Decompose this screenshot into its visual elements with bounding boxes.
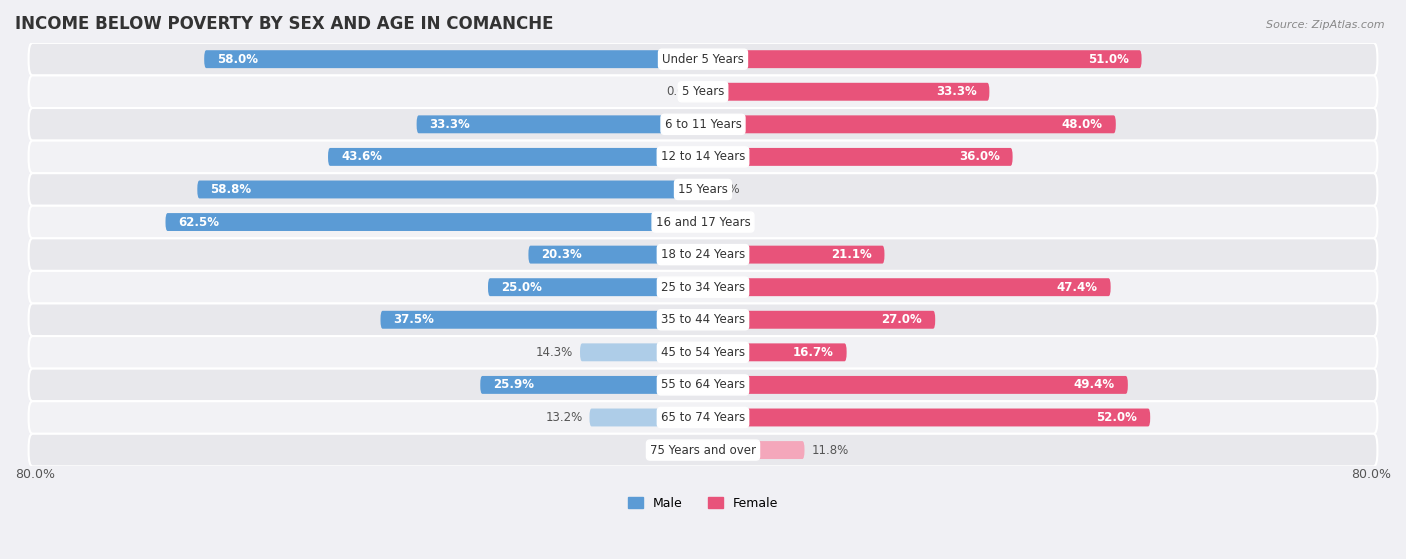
Text: 33.3%: 33.3%: [936, 86, 977, 98]
FancyBboxPatch shape: [488, 278, 703, 296]
FancyBboxPatch shape: [28, 368, 1378, 401]
Text: 58.8%: 58.8%: [211, 183, 252, 196]
Text: 0.0%: 0.0%: [666, 86, 696, 98]
Text: 80.0%: 80.0%: [15, 468, 55, 481]
FancyBboxPatch shape: [28, 43, 1378, 75]
Text: 0.0%: 0.0%: [710, 183, 740, 196]
Text: INCOME BELOW POVERTY BY SEX AND AGE IN COMANCHE: INCOME BELOW POVERTY BY SEX AND AGE IN C…: [15, 15, 554, 33]
Text: 16 and 17 Years: 16 and 17 Years: [655, 216, 751, 229]
Text: 49.4%: 49.4%: [1074, 378, 1115, 391]
Text: 58.0%: 58.0%: [217, 53, 259, 65]
Text: 13.2%: 13.2%: [546, 411, 582, 424]
Text: 27.0%: 27.0%: [882, 313, 922, 326]
Text: 21.1%: 21.1%: [831, 248, 872, 261]
Text: Source: ZipAtlas.com: Source: ZipAtlas.com: [1267, 20, 1385, 30]
FancyBboxPatch shape: [197, 181, 703, 198]
FancyBboxPatch shape: [529, 245, 703, 264]
FancyBboxPatch shape: [28, 434, 1378, 466]
FancyBboxPatch shape: [703, 115, 1116, 133]
Text: 51.0%: 51.0%: [1088, 53, 1129, 65]
FancyBboxPatch shape: [28, 238, 1378, 271]
Text: 25.9%: 25.9%: [494, 378, 534, 391]
Text: 2.5%: 2.5%: [645, 443, 675, 457]
Text: 45 to 54 Years: 45 to 54 Years: [661, 346, 745, 359]
FancyBboxPatch shape: [703, 83, 990, 101]
FancyBboxPatch shape: [703, 278, 1111, 296]
FancyBboxPatch shape: [682, 441, 703, 459]
FancyBboxPatch shape: [28, 75, 1378, 108]
Text: 75 Years and over: 75 Years and over: [650, 443, 756, 457]
Text: 36.0%: 36.0%: [959, 150, 1000, 163]
Text: 48.0%: 48.0%: [1062, 118, 1102, 131]
Text: 33.3%: 33.3%: [429, 118, 470, 131]
Text: 14.3%: 14.3%: [536, 346, 574, 359]
Text: 15 Years: 15 Years: [678, 183, 728, 196]
Text: 65 to 74 Years: 65 to 74 Years: [661, 411, 745, 424]
Text: 18 to 24 Years: 18 to 24 Years: [661, 248, 745, 261]
Text: 16.7%: 16.7%: [793, 346, 834, 359]
Text: 80.0%: 80.0%: [1351, 468, 1391, 481]
FancyBboxPatch shape: [416, 115, 703, 133]
FancyBboxPatch shape: [28, 206, 1378, 238]
FancyBboxPatch shape: [166, 213, 703, 231]
FancyBboxPatch shape: [589, 409, 703, 427]
FancyBboxPatch shape: [703, 245, 884, 264]
Text: 11.8%: 11.8%: [811, 443, 849, 457]
FancyBboxPatch shape: [28, 401, 1378, 434]
Text: Under 5 Years: Under 5 Years: [662, 53, 744, 65]
Text: 43.6%: 43.6%: [340, 150, 382, 163]
FancyBboxPatch shape: [703, 343, 846, 361]
FancyBboxPatch shape: [703, 148, 1012, 166]
FancyBboxPatch shape: [28, 336, 1378, 368]
Text: 35 to 44 Years: 35 to 44 Years: [661, 313, 745, 326]
FancyBboxPatch shape: [703, 50, 1142, 68]
FancyBboxPatch shape: [703, 441, 804, 459]
FancyBboxPatch shape: [581, 343, 703, 361]
Text: 5 Years: 5 Years: [682, 86, 724, 98]
Text: 25.0%: 25.0%: [501, 281, 541, 293]
Text: 52.0%: 52.0%: [1097, 411, 1137, 424]
Text: 6 to 11 Years: 6 to 11 Years: [665, 118, 741, 131]
Text: 47.4%: 47.4%: [1057, 281, 1098, 293]
FancyBboxPatch shape: [28, 141, 1378, 173]
FancyBboxPatch shape: [703, 376, 1128, 394]
Text: 12 to 14 Years: 12 to 14 Years: [661, 150, 745, 163]
FancyBboxPatch shape: [703, 311, 935, 329]
FancyBboxPatch shape: [28, 173, 1378, 206]
FancyBboxPatch shape: [381, 311, 703, 329]
Text: 62.5%: 62.5%: [179, 216, 219, 229]
FancyBboxPatch shape: [204, 50, 703, 68]
FancyBboxPatch shape: [481, 376, 703, 394]
FancyBboxPatch shape: [703, 409, 1150, 427]
Legend: Male, Female: Male, Female: [623, 492, 783, 515]
FancyBboxPatch shape: [328, 148, 703, 166]
Text: 37.5%: 37.5%: [394, 313, 434, 326]
FancyBboxPatch shape: [28, 304, 1378, 336]
FancyBboxPatch shape: [28, 108, 1378, 141]
Text: 0.0%: 0.0%: [710, 216, 740, 229]
Text: 25 to 34 Years: 25 to 34 Years: [661, 281, 745, 293]
Text: 55 to 64 Years: 55 to 64 Years: [661, 378, 745, 391]
Text: 20.3%: 20.3%: [541, 248, 582, 261]
FancyBboxPatch shape: [28, 271, 1378, 304]
